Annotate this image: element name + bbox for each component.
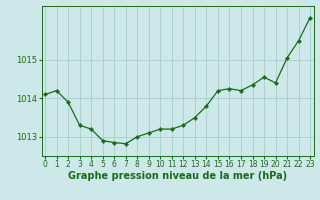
X-axis label: Graphe pression niveau de la mer (hPa): Graphe pression niveau de la mer (hPa) — [68, 171, 287, 181]
